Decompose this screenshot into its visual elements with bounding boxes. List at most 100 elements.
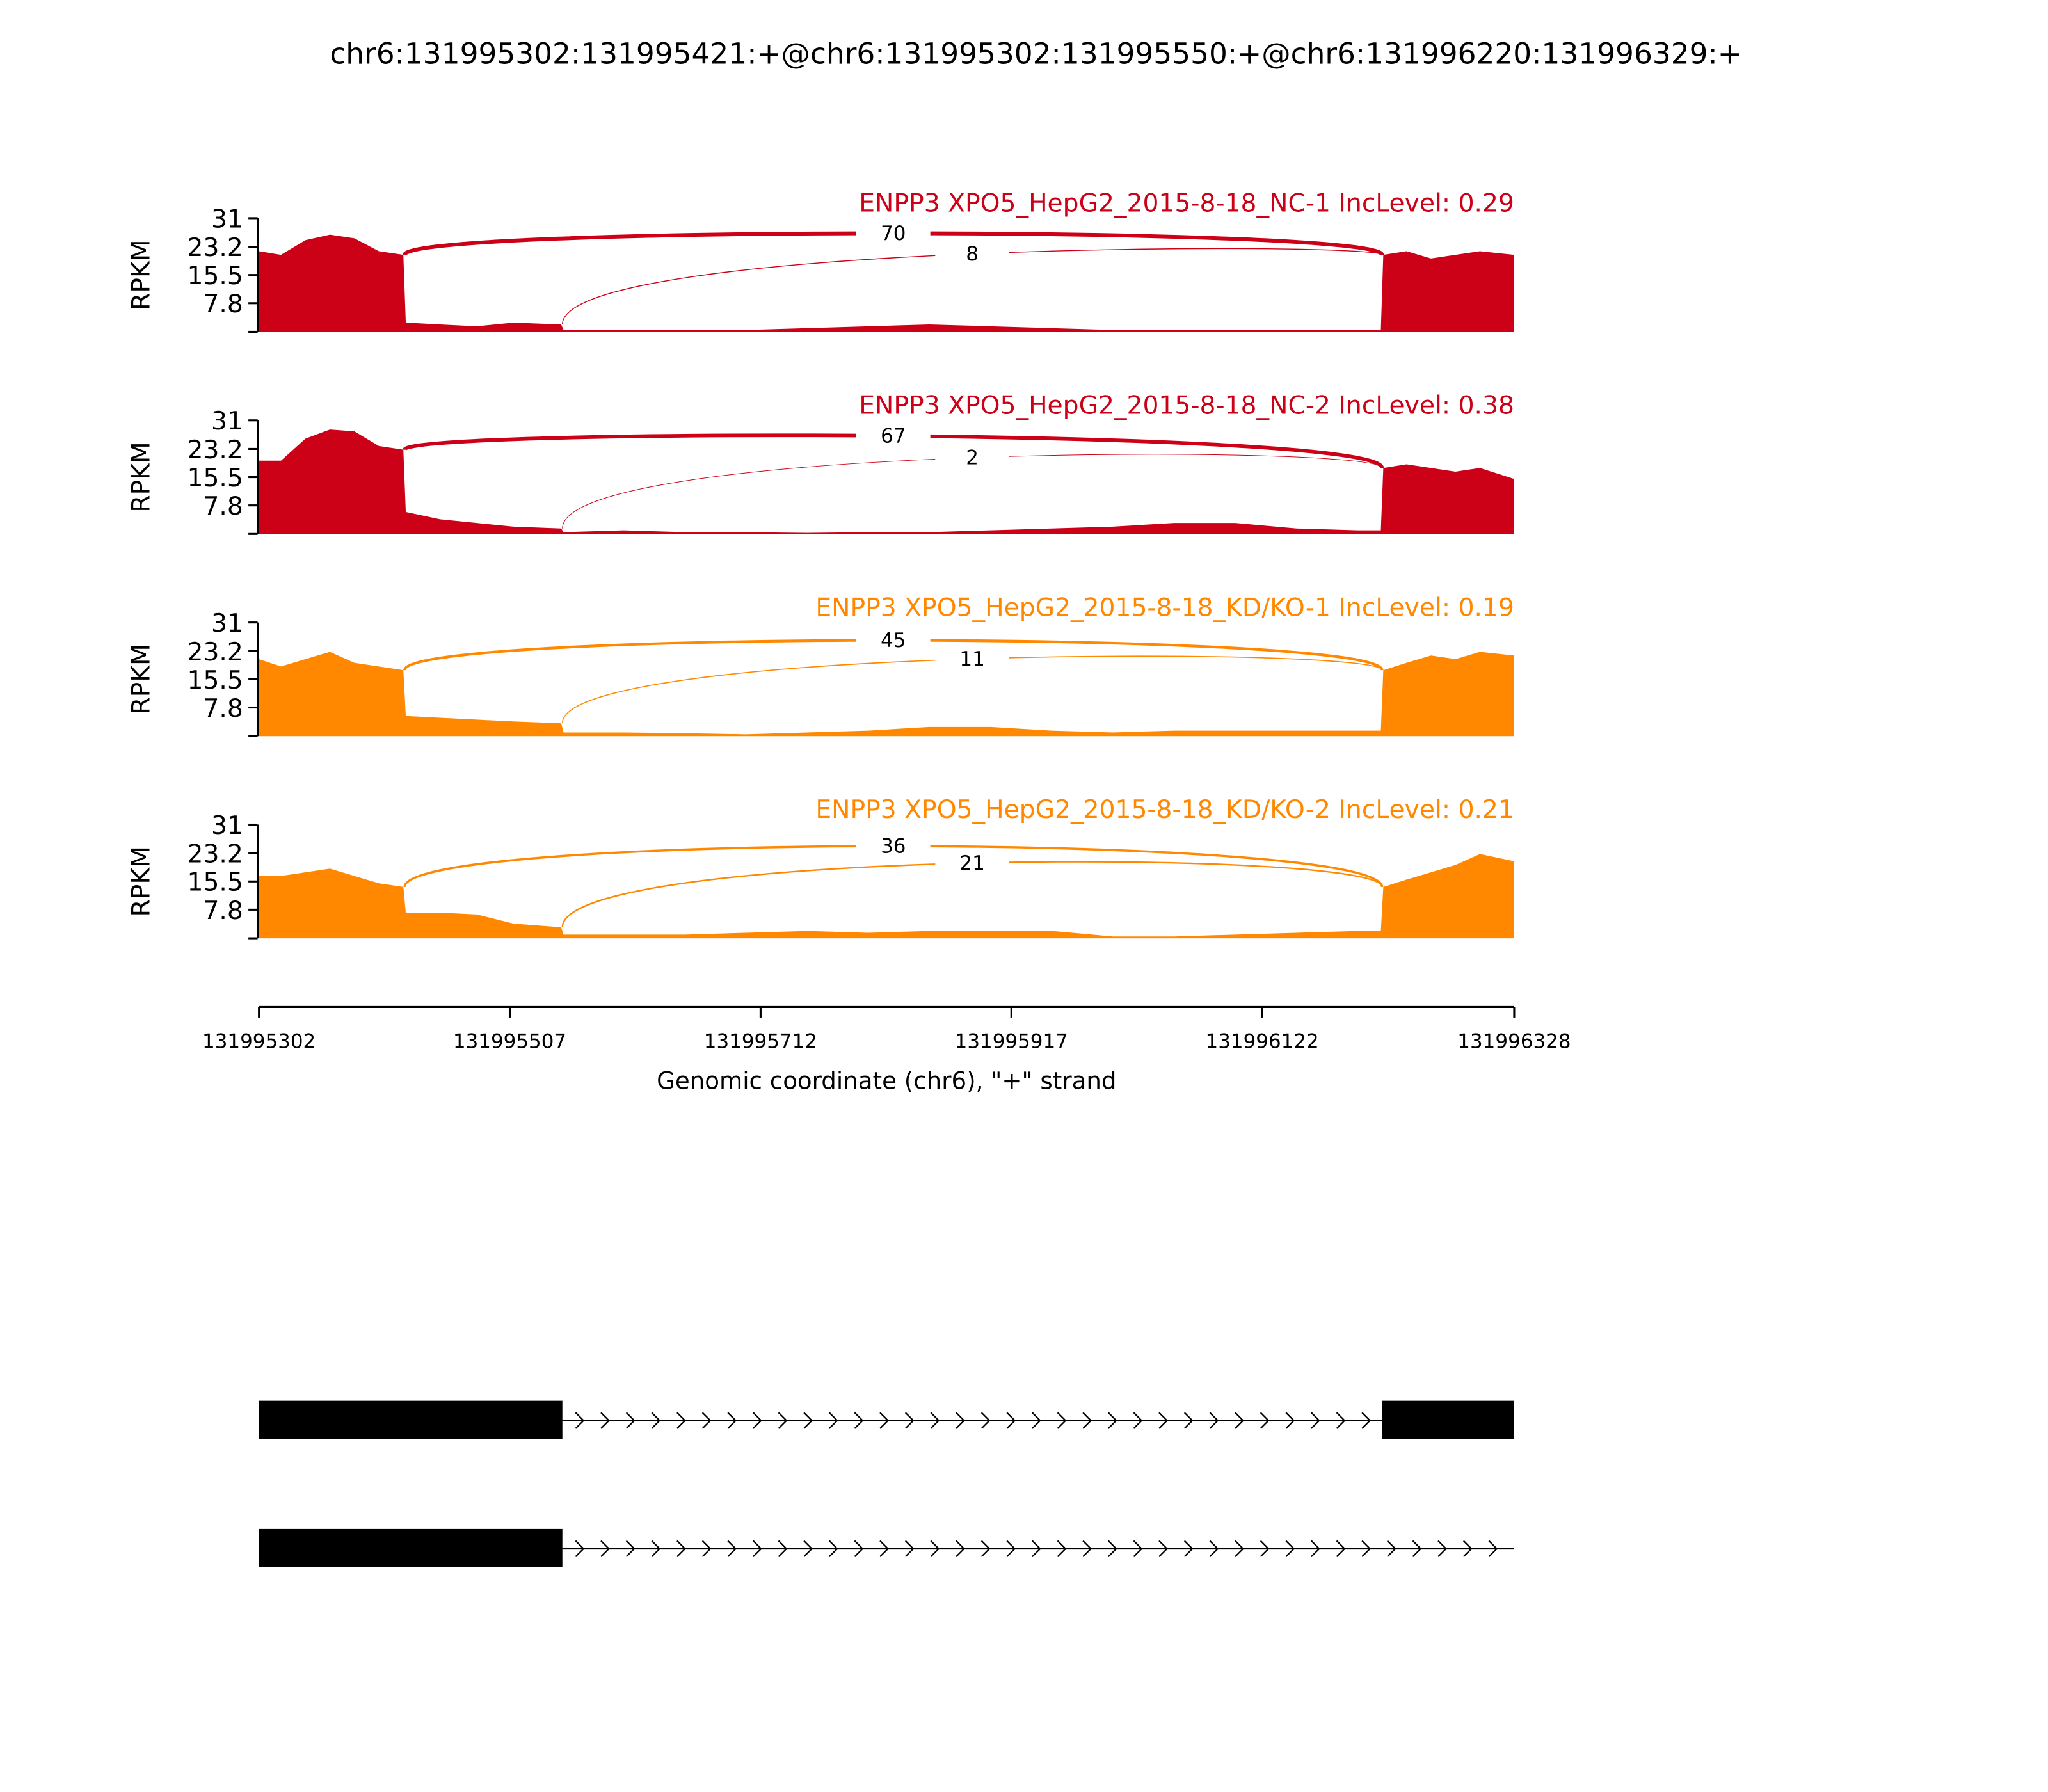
strand-arrow [1235,1540,1244,1558]
strand-arrow [1006,1540,1016,1558]
strand-arrow [651,1540,661,1558]
strand-arrow [1057,1412,1067,1429]
exon [1382,1400,1514,1439]
strand-arrow [1311,1540,1320,1558]
y-tick-label: 23.2 [188,840,243,869]
strand-arrow [980,1412,991,1429]
x-tick-label: 131996328 [1457,1030,1571,1053]
strand-arrow [727,1540,737,1558]
strand-arrow [879,1412,890,1429]
strand-arrow [778,1412,788,1429]
strand-arrow [701,1412,712,1429]
strand-arrow [1133,1412,1143,1429]
strand-arrow [1285,1412,1295,1429]
x-tick-label: 131996122 [1206,1030,1319,1053]
strand-arrow [980,1540,991,1558]
junction-label-bg [935,851,1009,874]
strand-arrow [1158,1540,1169,1558]
strand-arrow [1032,1412,1041,1429]
strand-arrow [651,1412,661,1429]
strand-arrow [904,1540,915,1558]
y-tick-label: 31 [211,812,243,840]
strand-arrow [1387,1540,1396,1558]
x-tick-label: 131995302 [202,1030,316,1053]
x-axis-label: Genomic coordinate (chr6), "+" strand [657,1067,1116,1094]
strand-arrow [575,1540,585,1558]
junction-count: 36 [881,835,906,858]
strand-arrow [1107,1540,1117,1558]
y-tick-label: 15.5 [188,666,243,695]
strand-arrow [854,1540,864,1558]
exon [259,1400,563,1439]
strand-arrow [1107,1412,1117,1429]
strand-arrow [854,1412,864,1429]
strand-arrow [1412,1540,1422,1558]
strand-arrow [701,1540,712,1558]
y-axis-label: RPKM [127,442,156,512]
panel-label: ENPP3 XPO5_HepG2_2015-8-18_KD/KO-1 IncLe… [815,593,1514,622]
y-tick-label: 31 [211,205,243,234]
junction-count: 11 [959,648,984,671]
y-tick-label: 7.8 [203,492,243,521]
junction-label-bg [856,424,931,447]
junction-label-bg [856,834,931,857]
junction-label-bg [935,646,1009,670]
y-tick-label: 15.5 [188,262,243,291]
y-tick-label: 7.8 [203,694,243,723]
strand-arrow [879,1540,890,1558]
y-tick-label: 31 [211,407,243,436]
strand-arrow [803,1412,813,1429]
strand-arrow [625,1540,636,1558]
strand-arrow [803,1540,813,1558]
strand-arrow [1235,1412,1244,1429]
strand-arrow [956,1412,965,1429]
strand-arrow [778,1540,788,1558]
strand-arrow [1158,1412,1169,1429]
y-tick-label: 23.2 [188,436,243,465]
strand-arrow [1311,1412,1320,1429]
coverage-area [259,429,1514,534]
strand-arrow [1437,1540,1448,1558]
strand-arrow [676,1540,686,1558]
strand-arrow [1082,1412,1092,1429]
panel-label: ENPP3 XPO5_HepG2_2015-8-18_KD/KO-2 IncLe… [815,796,1514,824]
y-tick-label: 7.8 [203,897,243,925]
strand-arrow [753,1412,762,1429]
junction-label-bg [856,628,931,652]
strand-arrow [753,1540,762,1558]
junction-label-bg [935,445,1009,468]
strand-arrow [1133,1540,1143,1558]
strand-arrow [676,1412,686,1429]
junction-count: 67 [881,424,906,447]
strand-arrow [930,1412,940,1429]
strand-arrow [1488,1540,1498,1558]
y-tick-label: 23.2 [188,234,243,262]
strand-arrow [1260,1540,1270,1558]
strand-arrow [600,1412,610,1429]
x-tick-label: 131995712 [704,1030,817,1053]
junction-count: 8 [966,243,979,266]
strand-arrow [1082,1540,1092,1558]
junction-label-bg [856,221,931,244]
y-axis-label: RPKM [127,846,156,916]
junction-label-bg [935,242,1009,265]
strand-arrow [828,1412,838,1429]
strand-arrow [727,1412,737,1429]
strand-arrow [1209,1540,1219,1558]
strand-arrow [1006,1412,1016,1429]
junction-count: 70 [881,222,906,245]
panel-label: ENPP3 XPO5_HepG2_2015-8-18_NC-2 IncLevel… [859,391,1514,420]
strand-arrow [956,1540,965,1558]
strand-arrow [575,1412,585,1429]
y-axis-label: RPKM [127,644,156,714]
y-tick-label: 15.5 [188,868,243,897]
y-axis-label: RPKM [127,239,156,310]
x-tick-label: 131995917 [955,1030,1068,1053]
strand-arrow [1336,1412,1346,1429]
strand-arrow [1361,1540,1372,1558]
strand-arrow [1285,1540,1295,1558]
strand-arrow [930,1540,940,1558]
coverage-area [259,234,1514,332]
